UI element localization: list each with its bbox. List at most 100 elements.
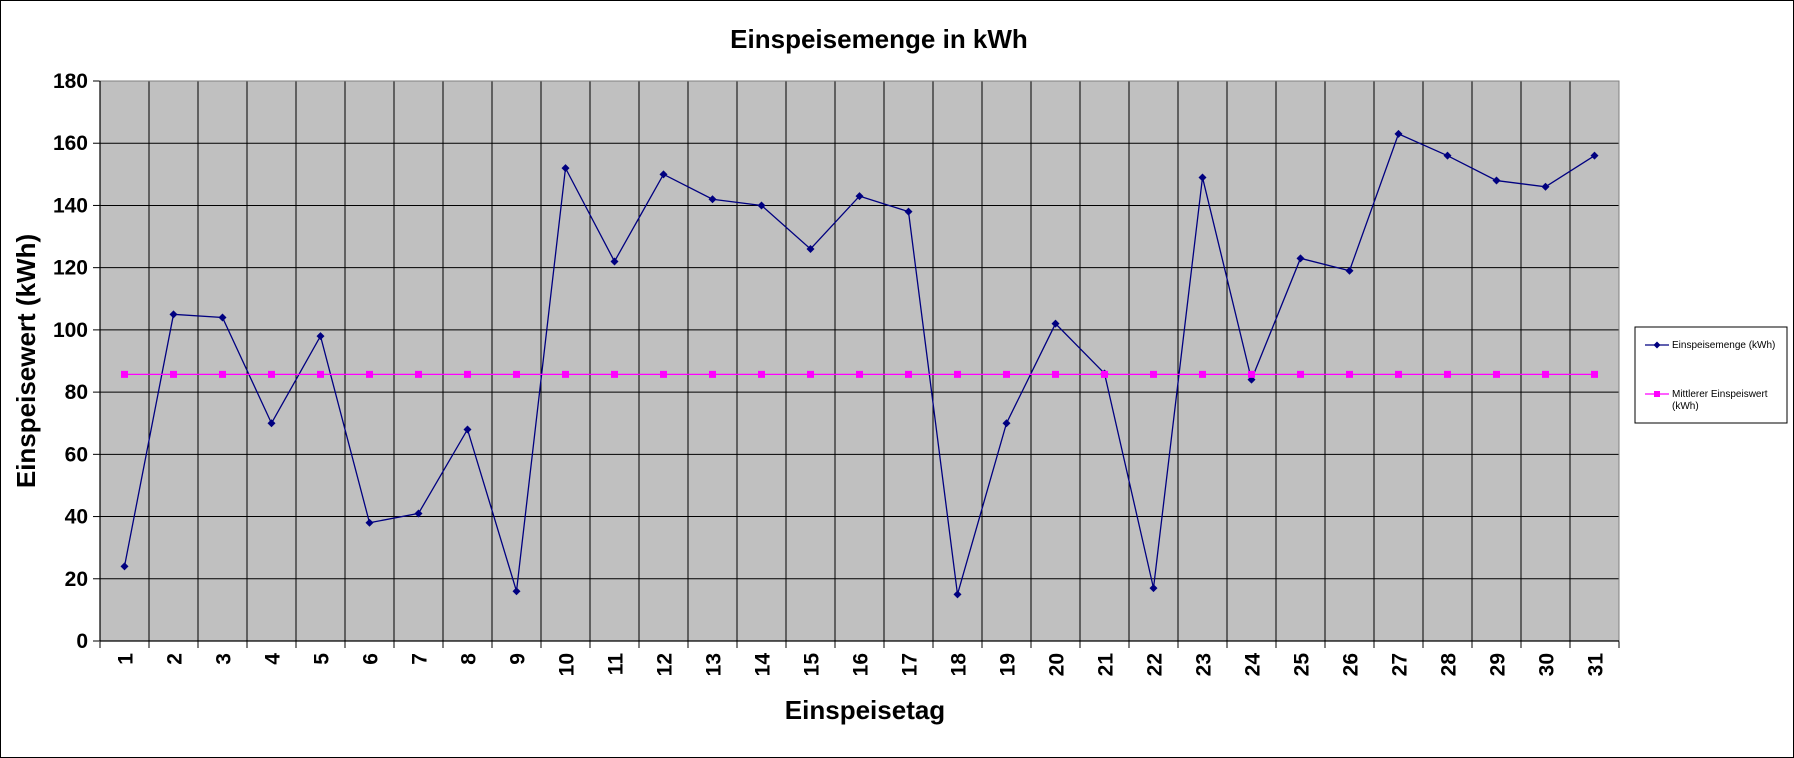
x-axis-title: Einspeisetag — [785, 695, 945, 725]
data-point-einspeisemenge — [1394, 129, 1403, 138]
x-tick-label: 9 — [507, 653, 530, 665]
data-point-mittlerer — [1052, 370, 1059, 378]
data-point-mittlerer — [562, 370, 569, 378]
x-tick-label: 1 — [115, 653, 138, 665]
y-tick-label: 60 — [65, 443, 88, 466]
data-point-mittlerer — [317, 370, 324, 378]
y-tick-label: 20 — [65, 568, 88, 591]
data-point-einspeisemenge — [1198, 173, 1207, 182]
x-tick-label: 11 — [605, 653, 628, 676]
data-point-einspeisemenge — [610, 257, 619, 266]
x-tick-label: 8 — [458, 653, 481, 665]
data-point-mittlerer — [219, 370, 226, 378]
x-tick-label: 28 — [1438, 653, 1461, 677]
x-tick-label: 22 — [1144, 653, 1167, 676]
y-tick-label: 140 — [53, 194, 88, 217]
x-tick-label: 29 — [1487, 653, 1510, 676]
legend-marker-mittlerer — [1654, 391, 1660, 397]
data-point-einspeisemenge — [218, 313, 227, 322]
x-tick-label: 18 — [948, 653, 971, 677]
data-point-mittlerer — [1346, 370, 1353, 378]
data-point-mittlerer — [1297, 370, 1304, 378]
data-point-mittlerer — [121, 370, 128, 378]
x-tick-label: 24 — [1242, 653, 1265, 677]
data-point-mittlerer — [1003, 370, 1010, 378]
legend-label-einspeisemenge: Einspeisemenge (kWh) — [1672, 340, 1775, 351]
data-point-mittlerer — [170, 370, 177, 378]
y-tick-label: 0 — [76, 630, 88, 653]
data-point-mittlerer — [1591, 370, 1598, 378]
x-tick-label: 14 — [752, 653, 775, 677]
x-tick-label: 23 — [1193, 653, 1216, 676]
y-axis-title: Einspeisewert (kWh) — [11, 234, 41, 488]
y-tick-label: 100 — [53, 319, 88, 342]
data-point-mittlerer — [1542, 370, 1549, 378]
data-point-einspeisemenge — [757, 201, 766, 210]
y-tick-label: 40 — [65, 506, 88, 529]
data-point-mittlerer — [268, 370, 275, 378]
y-tick-label: 80 — [65, 381, 88, 404]
data-point-mittlerer — [464, 370, 471, 378]
data-point-mittlerer — [1444, 370, 1451, 378]
data-point-einspeisemenge — [365, 518, 374, 527]
legend-label-mittlerer-line1: Mittlerer Einspeiswert — [1672, 389, 1768, 400]
legend-label-mittlerer-line2: (kWh) — [1672, 401, 1699, 412]
data-point-einspeisemenge — [1443, 151, 1452, 160]
x-tick-label: 20 — [1046, 653, 1069, 676]
x-tick-label: 6 — [360, 653, 383, 665]
x-tick-label: 16 — [850, 653, 873, 676]
data-point-einspeisemenge — [512, 587, 521, 596]
data-point-einspeisemenge — [414, 509, 423, 518]
data-point-einspeisemenge — [1051, 319, 1060, 328]
data-point-mittlerer — [1199, 370, 1206, 378]
x-tick-label: 10 — [556, 653, 579, 676]
x-tick-label: 27 — [1389, 653, 1412, 676]
data-point-mittlerer — [660, 370, 667, 378]
x-tick-label: 2 — [164, 653, 187, 665]
legend: Einspeisemenge (kWh) Mittlerer Einspeisw… — [1634, 326, 1788, 424]
x-tick-label: 15 — [801, 653, 824, 677]
data-point-mittlerer — [856, 370, 863, 378]
data-point-einspeisemenge — [1345, 266, 1354, 275]
data-point-einspeisemenge — [1002, 419, 1011, 428]
data-point-mittlerer — [611, 370, 618, 378]
data-point-mittlerer — [758, 370, 765, 378]
data-point-mittlerer — [1150, 370, 1157, 378]
data-point-mittlerer — [513, 370, 520, 378]
data-point-mittlerer — [905, 370, 912, 378]
data-point-einspeisemenge — [659, 170, 668, 179]
x-tick-label: 26 — [1340, 653, 1363, 676]
data-point-einspeisemenge — [708, 195, 717, 204]
data-point-einspeisemenge — [1492, 176, 1501, 185]
x-tick-label: 5 — [311, 653, 334, 665]
legend-box — [1634, 326, 1788, 424]
data-point-einspeisemenge — [561, 164, 570, 173]
data-point-einspeisemenge — [1541, 182, 1550, 191]
data-point-mittlerer — [954, 370, 961, 378]
data-point-einspeisemenge — [120, 562, 129, 571]
data-point-mittlerer — [1101, 370, 1108, 378]
x-tick-label: 4 — [262, 653, 285, 665]
legend-label-mittlerer: Mittlerer Einspeiswert (kWh) — [1672, 389, 1770, 412]
x-tick-label: 30 — [1536, 653, 1559, 676]
data-point-einspeisemenge — [169, 310, 178, 319]
data-point-einspeisemenge — [1590, 151, 1599, 160]
x-tick-label: 17 — [899, 653, 922, 676]
data-point-mittlerer — [709, 370, 716, 378]
x-tick-label: 3 — [213, 653, 236, 665]
data-point-einspeisemenge — [855, 192, 864, 201]
data-point-mittlerer — [415, 370, 422, 378]
data-point-einspeisemenge — [904, 207, 913, 216]
data-point-mittlerer — [1493, 370, 1500, 378]
data-point-mittlerer — [807, 370, 814, 378]
data-point-einspeisemenge — [463, 425, 472, 434]
x-tick-label: 19 — [997, 653, 1020, 676]
data-point-einspeisemenge — [316, 332, 325, 341]
x-tick-label: 12 — [654, 653, 677, 676]
data-point-mittlerer — [1248, 370, 1255, 378]
data-point-einspeisemenge — [1149, 584, 1158, 593]
x-tick-label: 21 — [1095, 653, 1118, 677]
